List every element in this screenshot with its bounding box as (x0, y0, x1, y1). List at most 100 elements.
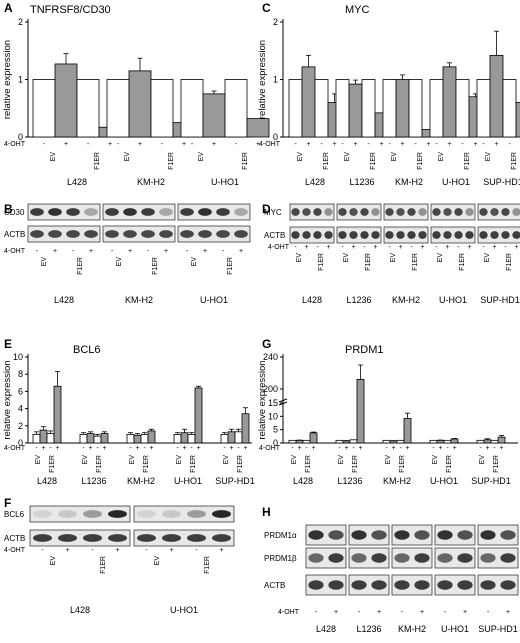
oht-sign-E: - (223, 445, 226, 452)
panel-letter-E: E (4, 337, 12, 351)
oht-sign-D: - (388, 244, 391, 251)
blot-B-row1-band (234, 230, 248, 238)
bar-A-KM-H2-1 (128, 70, 152, 138)
cell-line-A: L428 (67, 177, 87, 187)
blot-B-row0-strip (27, 203, 101, 221)
blot-D-row0-band (371, 208, 380, 216)
oht-sign-C: + (473, 141, 477, 148)
blot-D-row1-band (465, 231, 474, 239)
bar-C-KM-H2-0 (382, 79, 397, 138)
blot-F-row0-band (108, 510, 127, 518)
ev-label-B: EV (116, 257, 123, 267)
band-label-H: ACTB (264, 581, 285, 590)
oht-sign-G: - (399, 445, 402, 452)
y-tick-label-G: 0 (273, 438, 278, 448)
oht-sign-C: - (367, 141, 370, 148)
f1er-label-C: F1ER (323, 152, 330, 170)
y-axis-label-G: relative expression (257, 360, 268, 439)
oht-sign-E: + (41, 445, 45, 452)
blot-B-row0-strip (102, 203, 176, 221)
oht-sign-B: - (72, 248, 75, 255)
blot-B-row0-band (198, 208, 212, 216)
blot-F-row1-band (137, 534, 156, 542)
bar-E-KM-H2-3 (147, 430, 156, 444)
ev-label-B: EV (191, 257, 198, 267)
f1er-label-D: F1ER (459, 253, 466, 271)
blot-D-row1-band (407, 231, 416, 239)
f1er-label-A: F1ER (94, 152, 101, 170)
oht-sign-E: - (143, 445, 146, 452)
oht-label-G: 4-OHT (259, 445, 281, 452)
blot-H-row2-band (500, 580, 516, 590)
blot-H-row0-strip (305, 524, 347, 546)
blot-D-row0-strip (289, 203, 335, 221)
f1er-label-D: F1ER (365, 253, 372, 271)
cell-line-A: KM-H2 (137, 177, 165, 187)
blot-B-row0-band (84, 208, 98, 216)
blot-B-row1-strip (27, 225, 101, 243)
bar-C-U-HO1-0 (429, 79, 444, 138)
cell-line-G: U-HO1 (430, 476, 458, 486)
ev-label-C: EV (485, 152, 492, 162)
cell-line-A: U-HO1 (211, 177, 239, 187)
blot-B-row1-band (198, 230, 212, 238)
oht-sign-H: + (463, 609, 467, 616)
blot-H-row2-band (480, 580, 496, 590)
bar-G-L1236-0 (335, 439, 344, 444)
oht-label-F: 4-OHT (4, 547, 26, 554)
blot-B-row1-band (123, 230, 137, 238)
bar-A-KM-H2-0 (106, 79, 130, 138)
oht-sign-C: - (294, 141, 297, 148)
blot-D-row1-band (291, 231, 300, 239)
oht-sign-E: + (102, 445, 106, 452)
oht-sign-E: - (237, 445, 240, 452)
cell-line-H: SUP-HD1 (478, 624, 518, 634)
f1er-label-A: F1ER (168, 152, 175, 170)
f1er-label-D: F1ER (412, 253, 419, 271)
blot-D-row0-band (465, 208, 474, 216)
cell-line-D: U-HO1 (439, 295, 467, 305)
blot-D-row0-band (385, 208, 394, 216)
blot-H-row0-band (480, 530, 496, 540)
oht-sign-A: + (138, 141, 142, 148)
blot-D-row1-band (371, 231, 380, 239)
ev-label-C: EV (344, 152, 351, 162)
blot-H-row1-strip (391, 547, 433, 569)
oht-sign-H: - (358, 609, 361, 616)
oht-sign-G: + (405, 445, 409, 452)
blot-D-row0-band (396, 208, 405, 216)
blot-B-row1-strip (177, 225, 251, 243)
blot-D-row1-band (501, 231, 510, 239)
oht-sign-G: - (291, 445, 294, 452)
oht-sign-F: - (41, 547, 44, 554)
blot-D-row0-band (349, 208, 358, 216)
blot-H-row1-band (308, 553, 324, 563)
oht-sign-G: + (344, 445, 348, 452)
oht-sign-D: + (492, 244, 496, 251)
bar-E-U-HO1-2 (187, 433, 196, 444)
blot-D-row0-band (418, 208, 427, 216)
oht-sign-D: + (373, 244, 377, 251)
panel-letter-A: A (4, 1, 13, 15)
blot-H-row1-band (414, 553, 430, 563)
f1er-label-F: F1ER (100, 556, 107, 574)
blot-H-row1-strip (477, 547, 519, 569)
blot-D-row1-band (479, 231, 488, 239)
bar-C-L428-0 (288, 79, 303, 138)
bar-C-L1236-2 (361, 79, 376, 138)
oht-sign-F: - (91, 547, 94, 554)
ev-label-E: EV (35, 455, 42, 465)
blot-B-row0-band (141, 208, 155, 216)
blot-F-row0-strip (29, 505, 131, 523)
oht-sign-E: + (182, 445, 186, 452)
oht-sign-B: - (147, 248, 150, 255)
oht-sign-C: - (388, 141, 391, 148)
blot-H-row0-band (437, 530, 453, 540)
ev-label-G: EV (338, 455, 345, 465)
bar-E-KM-H2-2 (140, 433, 149, 444)
cell-line-C: U-HO1 (442, 177, 470, 187)
bar-G-KM-H2-0 (382, 439, 391, 444)
oht-sign-D: - (363, 244, 366, 251)
